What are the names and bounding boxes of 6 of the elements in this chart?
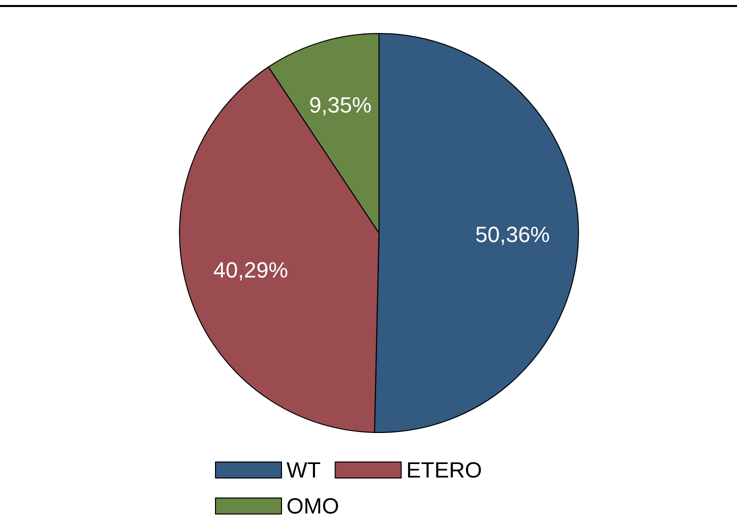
legend-label: OMO <box>286 494 340 518</box>
data-label: 50,36% <box>475 222 550 248</box>
data-label: 40,29% <box>213 258 288 283</box>
legend-label: ETERO <box>406 458 482 482</box>
legend-label: WT <box>286 458 321 482</box>
data-label: 9,35% <box>309 92 372 118</box>
